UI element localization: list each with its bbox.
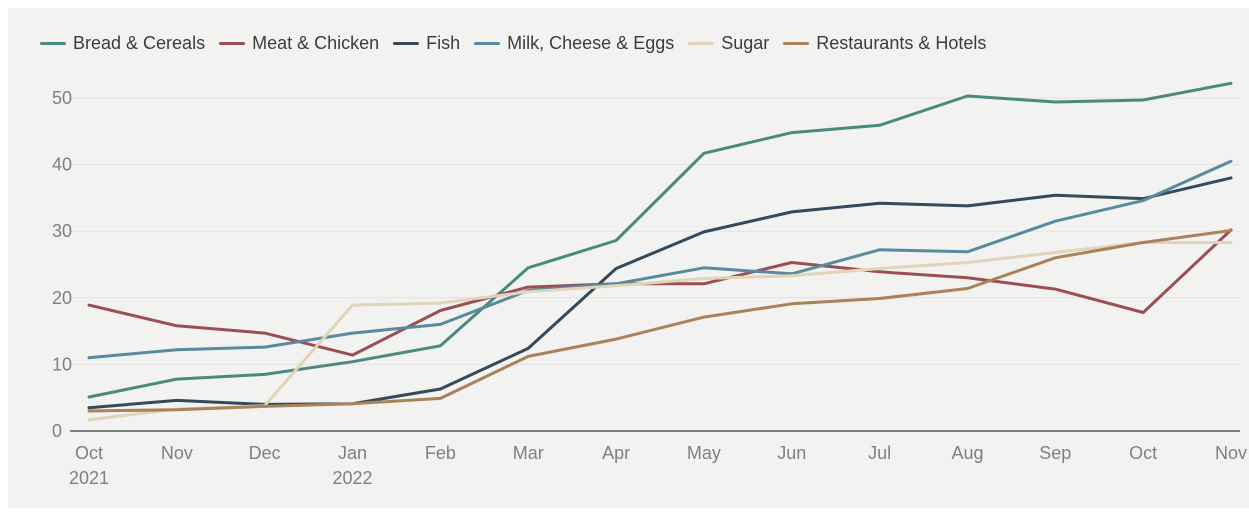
x-tick-label: Jan: [338, 443, 367, 463]
legend-swatch: [688, 42, 715, 45]
x-tick-year-label: 2022: [333, 468, 373, 488]
series-line-fish: [87, 176, 1233, 410]
x-tick-label: Aug: [951, 443, 983, 463]
x-tick-label: Nov: [161, 443, 193, 463]
legend-label: Milk, Cheese & Eggs: [507, 33, 675, 53]
y-tick-label: 10: [52, 354, 72, 374]
legend-swatch: [40, 42, 66, 45]
series-line-milk-cheese-eggs: [87, 159, 1233, 360]
legend-item: Milk, Cheese & Eggs: [474, 33, 674, 54]
x-tick-label: Mar: [513, 443, 544, 463]
chart-legend: Bread & Cereals Meat & Chicken Fish Milk, C…: [40, 33, 1000, 54]
x-tick-label: Nov: [1215, 443, 1247, 463]
x-tick-label: Oct: [75, 443, 103, 463]
legend-swatch: [474, 42, 501, 45]
legend-label: Meat & Chicken: [252, 33, 380, 53]
series-line-sugar: [87, 241, 1233, 422]
x-tick-label: Feb: [425, 443, 456, 463]
x-tick-label: Apr: [602, 443, 630, 463]
legend-label: Fish: [426, 33, 461, 53]
x-tick-label: Sep: [1039, 443, 1071, 463]
legend-label: Restaurants & Hotels: [816, 33, 987, 53]
series-line-meat-chicken: [87, 228, 1233, 357]
y-tick-label: 40: [52, 155, 72, 175]
legend-item: Meat & Chicken: [219, 33, 379, 54]
series-line-bread-cereals: [87, 81, 1233, 399]
x-tick-label: May: [687, 443, 721, 463]
y-tick-label: 50: [52, 88, 72, 108]
legend-item: Bread & Cereals: [40, 33, 205, 54]
legend-label: Sugar: [721, 33, 770, 53]
x-tick-year-label: 2021: [69, 468, 109, 488]
x-tick-label: Jun: [777, 443, 806, 463]
chart-container: [8, 8, 1249, 508]
x-tick-label: Oct: [1129, 443, 1157, 463]
legend-item: Fish: [393, 33, 460, 54]
x-tick-label: Dec: [249, 443, 281, 463]
y-tick-label: 30: [52, 221, 72, 241]
legend-item: Sugar: [688, 33, 769, 54]
legend-item: Restaurants & Hotels: [783, 33, 986, 54]
y-tick-label: 0: [52, 421, 62, 441]
x-tick-label: Jul: [868, 443, 891, 463]
legend-swatch: [219, 42, 246, 45]
legend-swatch: [783, 42, 810, 45]
legend-label: Bread & Cereals: [73, 33, 206, 53]
y-tick-label: 20: [52, 288, 72, 308]
series-line-restaurants-hotels: [87, 229, 1233, 413]
legend-swatch: [393, 42, 420, 45]
